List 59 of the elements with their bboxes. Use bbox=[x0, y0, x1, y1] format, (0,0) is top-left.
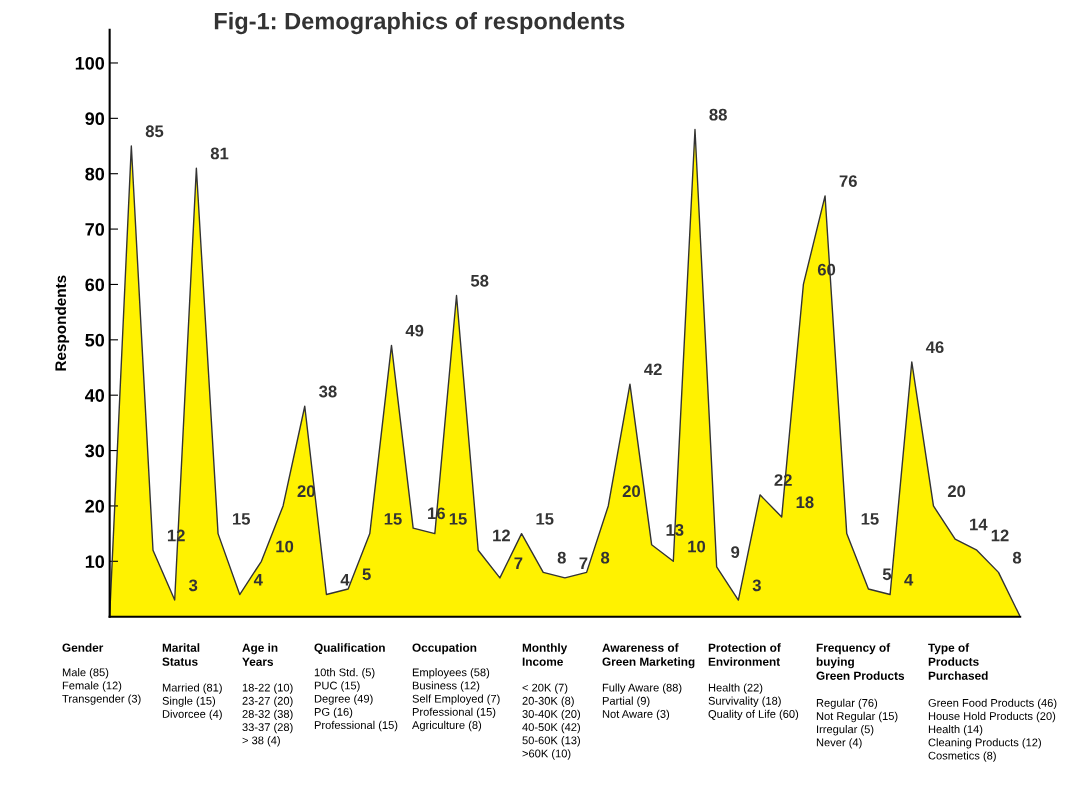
data-label: 88 bbox=[709, 108, 727, 121]
data-label: 49 bbox=[405, 324, 424, 337]
data-label: 15 bbox=[232, 513, 251, 525]
data-label: 12 bbox=[493, 529, 510, 542]
data-label: 4 bbox=[253, 574, 263, 586]
data-label: 5 bbox=[362, 568, 371, 581]
data-label: 13 bbox=[666, 524, 684, 536]
data-label: 20 bbox=[947, 485, 966, 498]
y-axis-title: Respondents bbox=[54, 275, 70, 371]
text: Monthly Income < 20K (7) 20-30K (8) 30-40K (20) 40-50K (42) 50-60K (13) >60K (10) bbox=[522, 643, 580, 760]
text: Awareness of Green Marketing Fully Aware (88) Partial (9) Not Aware (3) bbox=[602, 643, 695, 721]
data-label: 15 bbox=[384, 513, 402, 525]
data-label: 46 bbox=[925, 341, 944, 354]
data-label: 15 bbox=[536, 513, 554, 525]
data-label: 14 bbox=[970, 518, 988, 531]
data-label: 8 bbox=[1012, 551, 1022, 564]
data-label: 10 bbox=[688, 540, 706, 553]
data-label: 4 bbox=[340, 574, 350, 586]
data-label: 3 bbox=[752, 579, 761, 592]
text: Occupation Employees (58) Business (12) Self Employed (7) Professional (15) Agriculture (8) bbox=[412, 643, 500, 732]
text: Frequency of buying Green Products Regular (76) Not Regular (15) Irregular (5) Never (4) bbox=[816, 643, 905, 749]
data-label: 42 bbox=[644, 363, 662, 376]
text: Protection of Environment Health (22) Survivality (18) Quality of Life (60) bbox=[708, 643, 799, 721]
y-tick-label: 10 bbox=[85, 555, 105, 569]
data-label: 8 bbox=[557, 551, 566, 564]
y-tick-label: 60 bbox=[85, 278, 105, 292]
data-label: 10 bbox=[276, 540, 294, 553]
data-label: 85 bbox=[145, 125, 164, 138]
data-label: 5 bbox=[882, 568, 892, 581]
data-label: 58 bbox=[470, 274, 489, 287]
data-label: 12 bbox=[991, 529, 1009, 542]
y-tick-label: 90 bbox=[85, 112, 105, 126]
data-label: 76 bbox=[839, 175, 857, 188]
data-label: 7 bbox=[514, 557, 523, 569]
data-label: 7 bbox=[579, 557, 588, 569]
data-label: 3 bbox=[188, 579, 198, 592]
data-label: 15 bbox=[449, 513, 467, 525]
y-tick-label: 40 bbox=[84, 389, 105, 402]
data-label: 9 bbox=[731, 546, 740, 558]
data-label: 16 bbox=[428, 507, 445, 520]
y-tick-label: 30 bbox=[85, 444, 105, 458]
chart-title: Fig-1: Demographics of respondents bbox=[214, 12, 625, 35]
y-tick-label: 20 bbox=[85, 499, 105, 513]
text: Marital Status Married (81) Single (15) Divorcee (4) bbox=[162, 643, 222, 721]
text: Gender Male (85) Female (12) Transgender (3) bbox=[62, 643, 141, 705]
text: Qualification 10th Std. (5) PUC (15) Degree (49) PG (16) Professional (15) bbox=[314, 643, 398, 732]
y-tick-label: 80 bbox=[85, 167, 105, 181]
y-tick-label: 100 bbox=[75, 56, 105, 70]
data-label: 81 bbox=[210, 147, 229, 160]
data-label: 15 bbox=[861, 513, 879, 525]
y-tick-label: 70 bbox=[85, 223, 105, 236]
data-label: 4 bbox=[904, 574, 914, 586]
text: Age in Years 18-22 (10) 23-27 (20) 28-32 (38) 33-37 (28) > 38 (4) bbox=[242, 643, 293, 747]
y-tick-label: 50 bbox=[85, 333, 105, 347]
text: Type of Products Purchased Green Food Products (46) House Hold Products (20) Health (14) Cleaning Products (12) Cosmetics (8) bbox=[928, 643, 1057, 762]
data-label: 38 bbox=[319, 385, 337, 398]
data-label: 8 bbox=[601, 551, 610, 564]
data-label: 18 bbox=[796, 496, 814, 509]
data-label: 20 bbox=[622, 485, 641, 498]
